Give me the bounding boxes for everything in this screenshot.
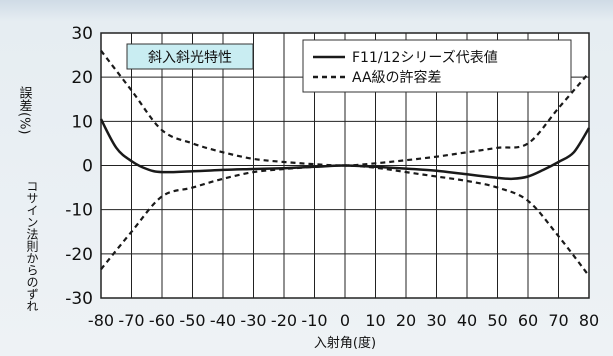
x-tick-label: 40 (457, 311, 477, 330)
y-tick-label: 0 (82, 157, 93, 177)
x-tick-label: -30 (240, 311, 266, 330)
x-tick-label: 60 (518, 311, 538, 330)
x-tick-label: 80 (579, 311, 599, 330)
x-tick-label: 30 (426, 311, 446, 330)
y-tick-label: 10 (71, 112, 93, 132)
x-axis-label: 入射角(度) (314, 335, 376, 351)
x-tick-label: 20 (396, 311, 416, 330)
y-tick-label: 30 (71, 24, 93, 44)
series-group (99, 50, 591, 277)
y-axis-label: 誤差(%) (17, 85, 33, 134)
y-tick-labels: 30 20 10 0 -10 -20 -30 (65, 24, 93, 309)
x-tick-label: -10 (301, 311, 327, 330)
x-tick-label: -40 (210, 311, 236, 330)
y-tick-label: 20 (71, 68, 93, 88)
x-tick-label: -70 (118, 311, 144, 330)
x-tick-labels: -80 -70 -60 -50 -40 -30 -20 -10 0 10 20 30 40 50 60 70 8… (88, 311, 599, 330)
x-tick-label: -80 (88, 311, 114, 330)
x-tick-label: 0 (340, 311, 350, 330)
x-tick-label: 50 (487, 311, 507, 330)
x-tick-label: 70 (548, 311, 568, 330)
y-tick-label: -10 (65, 201, 93, 221)
x-tick-label: 10 (365, 311, 385, 330)
chart-title-box (126, 43, 254, 70)
y-tick-label: -20 (65, 245, 93, 265)
series-line-2 (100, 164, 590, 277)
legend-box (302, 39, 572, 93)
x-tick-label: -20 (271, 311, 297, 330)
legend-solid-label: F11/12シリーズ代表値 (352, 50, 498, 66)
chart-title: 斜入斜光特性 (148, 50, 232, 66)
legend-dashed-label: AA級の許容差 (352, 69, 442, 86)
y-axis-sublabel: コサイン法則からのずれ (25, 180, 39, 312)
y-tick-label: -30 (65, 289, 93, 309)
x-tick-label: -50 (179, 311, 205, 330)
x-tick-label: -60 (149, 311, 175, 330)
